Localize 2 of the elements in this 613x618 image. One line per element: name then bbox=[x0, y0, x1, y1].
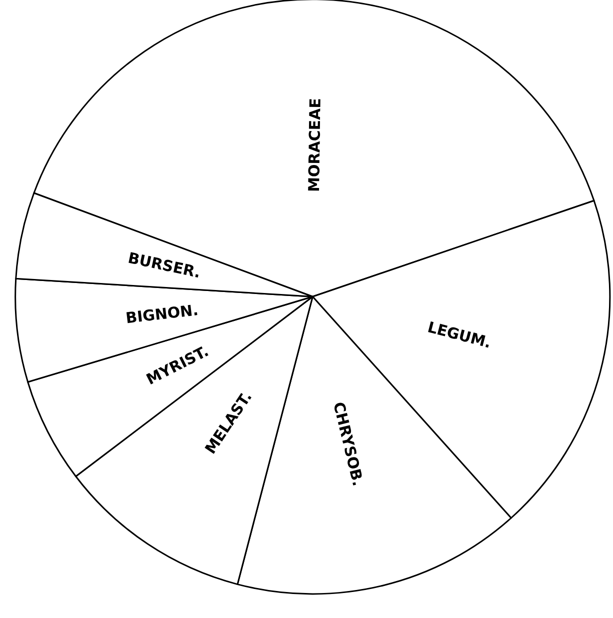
slice-label: BIGNON. bbox=[124, 300, 200, 328]
slice-label: MORACEAE bbox=[305, 98, 324, 192]
